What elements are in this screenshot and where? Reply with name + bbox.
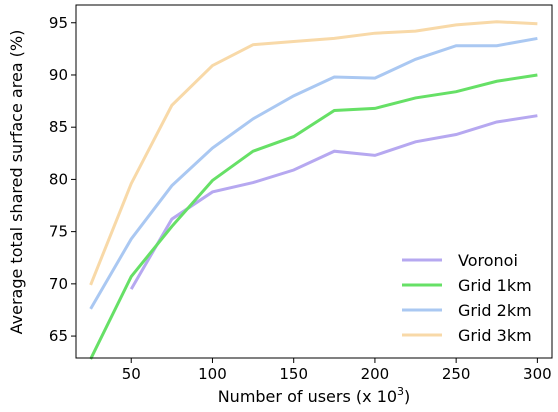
y-tick-label: 75	[49, 223, 68, 241]
x-tick-label: 50	[122, 365, 141, 383]
x-label-text: Number of users (x 10	[218, 387, 397, 406]
legend-label: Grid 2km	[458, 301, 532, 320]
legend-label: Grid 3km	[458, 326, 532, 345]
series-line	[89, 73, 538, 360]
series-line	[89, 36, 538, 310]
y-tick-label: 70	[49, 275, 68, 293]
y-tick-label: 85	[49, 118, 68, 136]
x-tick-label: 250	[442, 365, 471, 383]
y-tick-label: 80	[49, 170, 68, 188]
series-line	[129, 114, 538, 290]
x-axis-label: Number of users (x 103)	[218, 385, 411, 406]
legend-label: Voronoi	[458, 251, 518, 270]
x-tick-label: 200	[361, 365, 390, 383]
legend-label: Grid 1km	[458, 276, 532, 295]
y-tick-label: 90	[49, 66, 68, 84]
x-tick-label: 300	[523, 365, 552, 383]
series-line	[89, 20, 538, 286]
x-label-superscript: 3	[397, 385, 404, 398]
x-label-suffix: )	[404, 387, 410, 406]
x-tick-label: 100	[198, 365, 227, 383]
x-tick-label: 150	[279, 365, 308, 383]
y-tick-label: 65	[49, 327, 68, 345]
y-tick-label: 95	[49, 14, 68, 32]
plot-frame	[75, 4, 553, 359]
y-axis-label: Average total shared surface area (%)	[7, 30, 26, 335]
